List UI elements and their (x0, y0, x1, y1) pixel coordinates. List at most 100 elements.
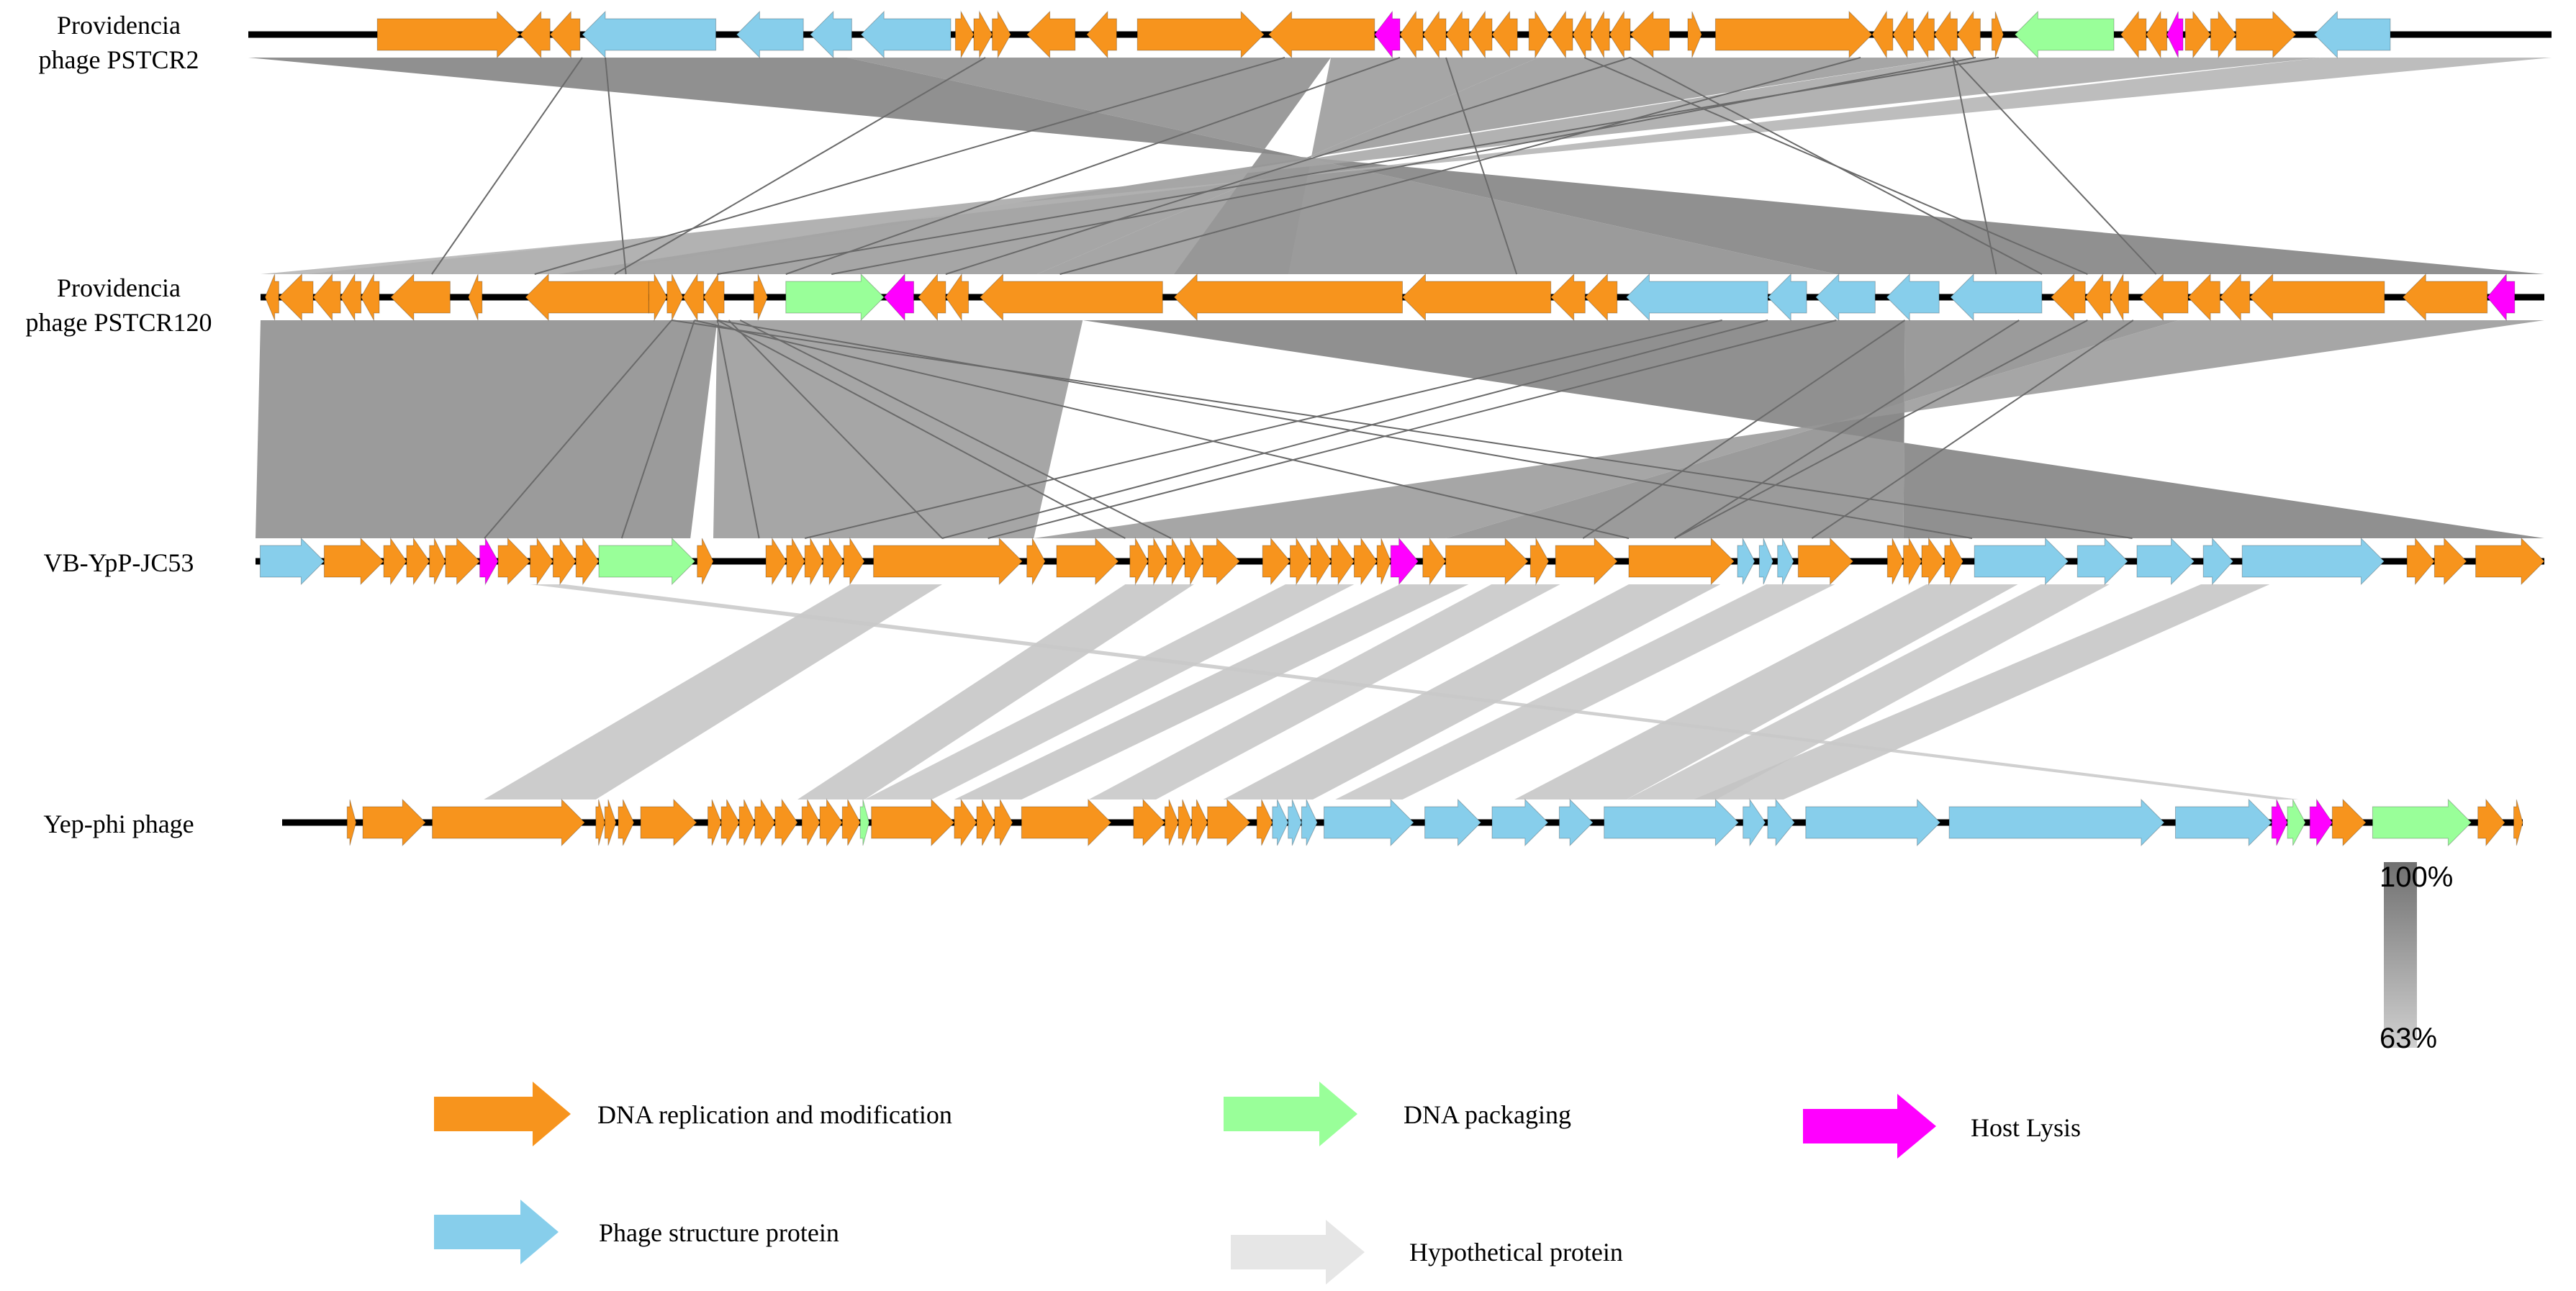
cross-link-g2-g3-25 (988, 320, 1837, 539)
cross-link-g2-g3-14 (484, 320, 672, 539)
gene-arrow-g1-dna-0 (376, 10, 521, 59)
gene-arrow-g3-dna-9 (552, 537, 577, 586)
gene-arrow-g3-struct-40 (1777, 538, 1794, 585)
gene-arrow-g2-lysis-35 (2487, 273, 2516, 322)
gene-arrow-g4-dna-3 (595, 799, 605, 846)
synteny-ribbon-g1-g2-1 (847, 58, 1837, 274)
gene-arrow-g2-dna-16 (945, 273, 970, 322)
gene-arrow-g3-dna-45 (1944, 537, 1963, 586)
identity-scale-max-label: 100% (2380, 861, 2453, 893)
gene-arrow-layer (259, 10, 2545, 847)
cross-link-g2-g3-22 (671, 320, 2133, 539)
gene-arrow-g3-dna-53 (2475, 537, 2545, 586)
gene-arrow-g2-dna-34 (2402, 273, 2488, 322)
gene-arrow-g2-dna-2 (312, 273, 341, 322)
gene-arrow-g1-dna-27 (1714, 10, 1873, 59)
gene-arrow-g4-struct-29 (1301, 799, 1318, 846)
gene-arrow-g4-dna-43 (2331, 798, 2367, 847)
cross-link-g1-g2-11 (1952, 57, 2157, 275)
gene-arrow-g1-dna-2 (549, 10, 581, 59)
cross-link-g2-g3-27 (1674, 320, 2088, 539)
identity-scale: 100% 63% (2380, 861, 2453, 1054)
synteny-ribbon-g3-g4-16 (1223, 584, 1721, 799)
gene-arrow-g1-dna-12 (1136, 10, 1265, 59)
gene-arrow-g2-dna-30 (2139, 273, 2189, 322)
gene-arrow-g1-dna-13 (1267, 10, 1375, 59)
gene-arrow-g4-dna-22 (1165, 799, 1179, 846)
cross-link-g1-g2-0 (431, 57, 583, 275)
gene-arrow-g3-dna-43 (1903, 537, 1922, 586)
gene-arrow-g4-dna-6 (640, 798, 697, 847)
cross-link-g1-g2-12 (1630, 57, 2043, 275)
cross-link-g1-g2-2 (614, 57, 986, 275)
gene-arrow-g2-dna-7 (525, 273, 649, 322)
gene-arrow-g1-pack-34 (2014, 10, 2115, 59)
gene-arrow-g2-struct-23 (1767, 273, 1807, 322)
gene-arrow-g1-dna-29 (1892, 10, 1915, 59)
gene-arrow-g3-dna-7 (497, 537, 531, 586)
gene-arrow-g4-dna-4 (604, 799, 617, 846)
gene-arrow-g1-dna-15 (1399, 10, 1424, 59)
gene-arrow-g4-struct-31 (1424, 798, 1482, 847)
synteny-ribbon-g3-g4-18 (1514, 584, 2018, 799)
synteny-ribbon-g2-g3-7 (713, 320, 1083, 538)
gene-arrow-g3-struct-50 (2241, 537, 2385, 586)
gene-arrow-g4-struct-37 (1805, 798, 1941, 847)
synteny-ribbon-g3-g4-20 (1694, 584, 2270, 799)
cross-link-g2-g3-20 (694, 320, 1630, 539)
cross-link-g2-g3-24 (941, 320, 1768, 539)
gene-arrow-g1-dna-33 (1991, 11, 2004, 58)
gene-arrow-g4-dna-0 (346, 799, 357, 846)
gene-arrow-g3-dna-25 (1203, 537, 1241, 586)
gene-arrow-g4-dna-21 (1133, 798, 1166, 847)
gene-arrow-g1-dna-40 (2236, 10, 2297, 59)
gene-arrow-g3-struct-48 (2136, 537, 2195, 586)
gene-arrow-g3-dna-18 (873, 537, 1023, 586)
cross-link-g1-g2-4 (785, 57, 1401, 275)
gene-arrow-g4-dna-1 (362, 798, 426, 847)
gene-arrow-g1-dna-20 (1528, 10, 1550, 59)
gene-arrow-g2-dna-9 (666, 273, 684, 321)
gene-arrow-g3-dna-4 (429, 538, 446, 585)
gene-arrow-g2-dna-10 (682, 273, 705, 322)
cross-link-g2-g3-17 (728, 320, 943, 539)
label-pstcr120-line1: Providencia (57, 273, 181, 302)
gene-arrow-g3-struct-49 (2202, 537, 2234, 586)
gene-arrow-g1-struct-4 (736, 10, 804, 59)
gene-arrow-g3-lysis-6 (479, 537, 499, 586)
legend-swatch-phage-structure (434, 1200, 559, 1264)
gene-arrow-g3-dna-20 (1056, 537, 1119, 586)
cross-link-g1-g2-13 (1059, 57, 1861, 275)
synteny-ribbon-g1-g2-4 (306, 58, 2322, 274)
label-yep-phi: Yep-phi phage (43, 810, 194, 838)
gene-arrow-g4-dna-20 (1021, 798, 1112, 847)
gene-arrow-g2-dna-8 (648, 273, 668, 322)
gene-arrow-g4-dna-8 (720, 799, 740, 846)
gene-arrow-g1-dna-32 (1956, 10, 1981, 59)
genome-labels: Providencia phage PSTCR2 Providencia pha… (25, 11, 212, 838)
synteny-layer (248, 58, 2552, 799)
gene-arrow-g4-struct-39 (2175, 798, 2273, 847)
cross-link-g2-g3-16 (716, 320, 760, 539)
gene-arrow-g2-dna-20 (1550, 273, 1586, 322)
gene-arrow-g2-dna-19 (1401, 273, 1552, 322)
gene-arrow-g2-dna-3 (340, 273, 362, 322)
gene-arrow-g2-struct-24 (1815, 273, 1876, 322)
gene-arrow-g2-struct-22 (1625, 273, 1768, 322)
synteny-ribbon-g2-g3-9 (1445, 320, 2179, 538)
gene-arrow-g2-dna-0 (264, 273, 279, 321)
gene-arrow-g4-struct-30 (1324, 798, 1414, 847)
gene-arrow-g1-lysis-37 (2166, 11, 2184, 58)
gene-arrow-g2-dna-33 (2249, 273, 2385, 322)
gene-arrow-g3-dna-36 (1555, 537, 1618, 586)
legend-item-host-lysis: Host Lysis (1803, 1094, 2081, 1159)
gene-arrow-g2-dna-29 (2110, 273, 2129, 322)
gene-arrow-g2-dna-17 (979, 273, 1163, 322)
gene-arrow-g1-dna-18 (1468, 10, 1493, 59)
gene-arrow-g4-dna-45 (2477, 798, 2505, 847)
gene-arrow-g1-dna-26 (1687, 11, 1702, 58)
gene-arrow-g4-struct-36 (1767, 798, 1795, 847)
gene-arrow-g3-dna-31 (1376, 538, 1391, 585)
gene-arrow-g3-pack-11 (598, 537, 696, 586)
